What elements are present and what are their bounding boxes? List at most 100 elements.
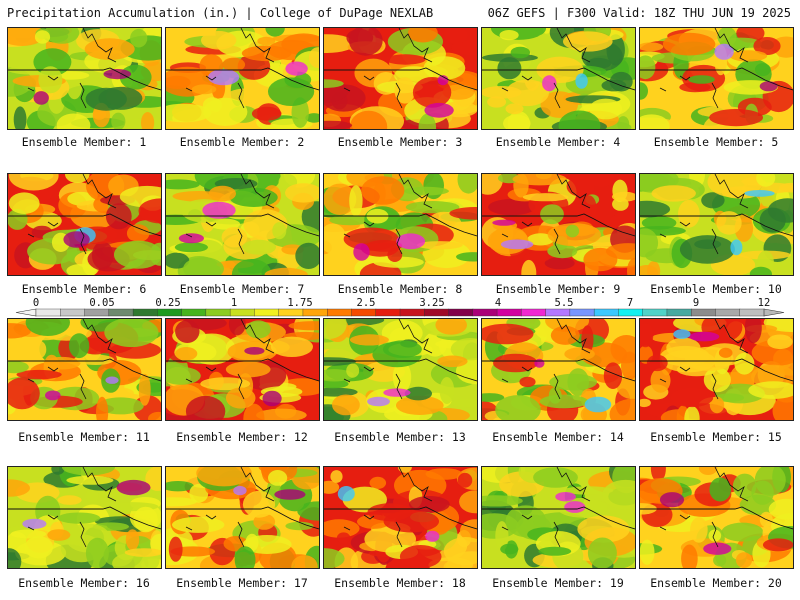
precip-blob [265, 28, 285, 37]
ensemble-map-panel [7, 466, 162, 569]
precip-blob [203, 97, 248, 126]
precip-blob [168, 536, 183, 562]
precip-blob [403, 186, 449, 196]
precip-blob [324, 480, 340, 494]
precip-blob [753, 37, 781, 55]
boundary-line [640, 67, 793, 91]
precip-blob [744, 319, 762, 344]
precip-blob [126, 224, 150, 243]
precip-blob [361, 176, 405, 205]
precip-blob [66, 475, 114, 485]
ensemble-map-panel [165, 466, 320, 569]
precip-blob [166, 366, 201, 385]
ensemble-member-label: Ensemble Member: 12 [176, 430, 308, 444]
precip-blob [324, 387, 358, 397]
precip-blob [640, 228, 659, 258]
precip-blob [540, 204, 564, 225]
boundary-line [8, 67, 161, 91]
precip-blob [34, 30, 51, 44]
precip-blob [349, 334, 389, 346]
model-valid-time: 06Z GEFS | F300 Valid: 18Z THU JUN 19 20… [487, 6, 791, 20]
boundary-line [166, 358, 319, 382]
precip-blob [640, 82, 648, 100]
precip-blob [114, 240, 161, 269]
boundary-line [324, 358, 477, 382]
precip-blob [457, 174, 477, 194]
ensemble-map-panel [481, 173, 636, 276]
heavy-precip-core [262, 390, 282, 407]
ensemble-map-panel [481, 27, 636, 130]
precip-blob [679, 235, 735, 264]
precip-blob [138, 198, 161, 224]
legend-color-swatch [424, 308, 450, 317]
coastline [185, 174, 275, 255]
precip-blob [8, 377, 40, 410]
precip-blob [166, 179, 200, 190]
legend-color-swatch [375, 308, 401, 317]
boundary-line [640, 506, 793, 530]
precip-blob [97, 397, 144, 415]
heavy-precip-core [233, 485, 247, 496]
ensemble-map-panel [165, 27, 320, 130]
heavy-precip-core [208, 69, 240, 86]
precip-blob [130, 28, 148, 48]
precip-blob [640, 398, 651, 408]
precip-blob [670, 387, 714, 408]
precip-blob [640, 323, 654, 348]
precip-blob [330, 470, 343, 483]
precip-blob [175, 347, 198, 361]
precip-blob [678, 199, 700, 228]
heavy-precip-core [33, 91, 49, 105]
precip-blob [734, 352, 755, 375]
precip-blob [611, 191, 635, 202]
precip-blob [68, 333, 90, 359]
precip-blob [767, 334, 793, 350]
precip-blob [382, 340, 422, 358]
heavy-precip-core [285, 61, 308, 76]
precip-blob [688, 75, 715, 84]
precip-blob [627, 258, 635, 275]
precip-blob [336, 532, 351, 544]
ensemble-member-label: Ensemble Member: 7 [179, 282, 305, 296]
precip-blob [268, 470, 288, 486]
precip-blob [772, 395, 793, 420]
precip-blob [503, 114, 531, 129]
precip-blob [172, 516, 225, 533]
legend-color-swatch [521, 308, 547, 317]
precip-blob [640, 265, 659, 275]
precip-blob [66, 263, 97, 275]
ensemble-map-panel [323, 318, 478, 421]
precip-blob [566, 176, 595, 197]
precip-blob [8, 323, 31, 339]
precip-blob [443, 537, 477, 566]
precip-blob [295, 242, 319, 269]
precip-blob [708, 529, 722, 542]
heavy-precip-core [103, 69, 132, 80]
heavy-precip-core [437, 75, 449, 86]
map-title: Precipitation Accumulation (in.) | Colle… [7, 6, 434, 20]
precip-blob [324, 120, 353, 129]
precip-blob [583, 247, 618, 272]
precip-blob [227, 88, 272, 102]
heavy-precip-core [45, 390, 61, 401]
coastline [501, 319, 591, 400]
precip-blob [423, 56, 466, 80]
ensemble-member-label: Ensemble Member: 10 [650, 282, 782, 296]
heavy-precip-core [383, 388, 411, 397]
ensemble-map-panel [165, 173, 320, 276]
coastline [27, 467, 117, 548]
precip-blob [500, 543, 519, 555]
boundary-line [482, 213, 635, 237]
precip-blob [228, 319, 246, 336]
precip-blob [350, 110, 388, 129]
precip-blob [493, 353, 538, 373]
precip-blob [539, 394, 589, 409]
heavy-precip-core [353, 243, 370, 261]
precip-blob [732, 473, 757, 499]
precip-blob [640, 114, 670, 129]
ensemble-member-label: Ensemble Member: 9 [495, 282, 621, 296]
legend-color-swatch [157, 308, 183, 317]
heavy-precip-core [730, 239, 743, 256]
legend-color-swatch [108, 308, 134, 317]
legend-color-swatch [666, 308, 692, 317]
